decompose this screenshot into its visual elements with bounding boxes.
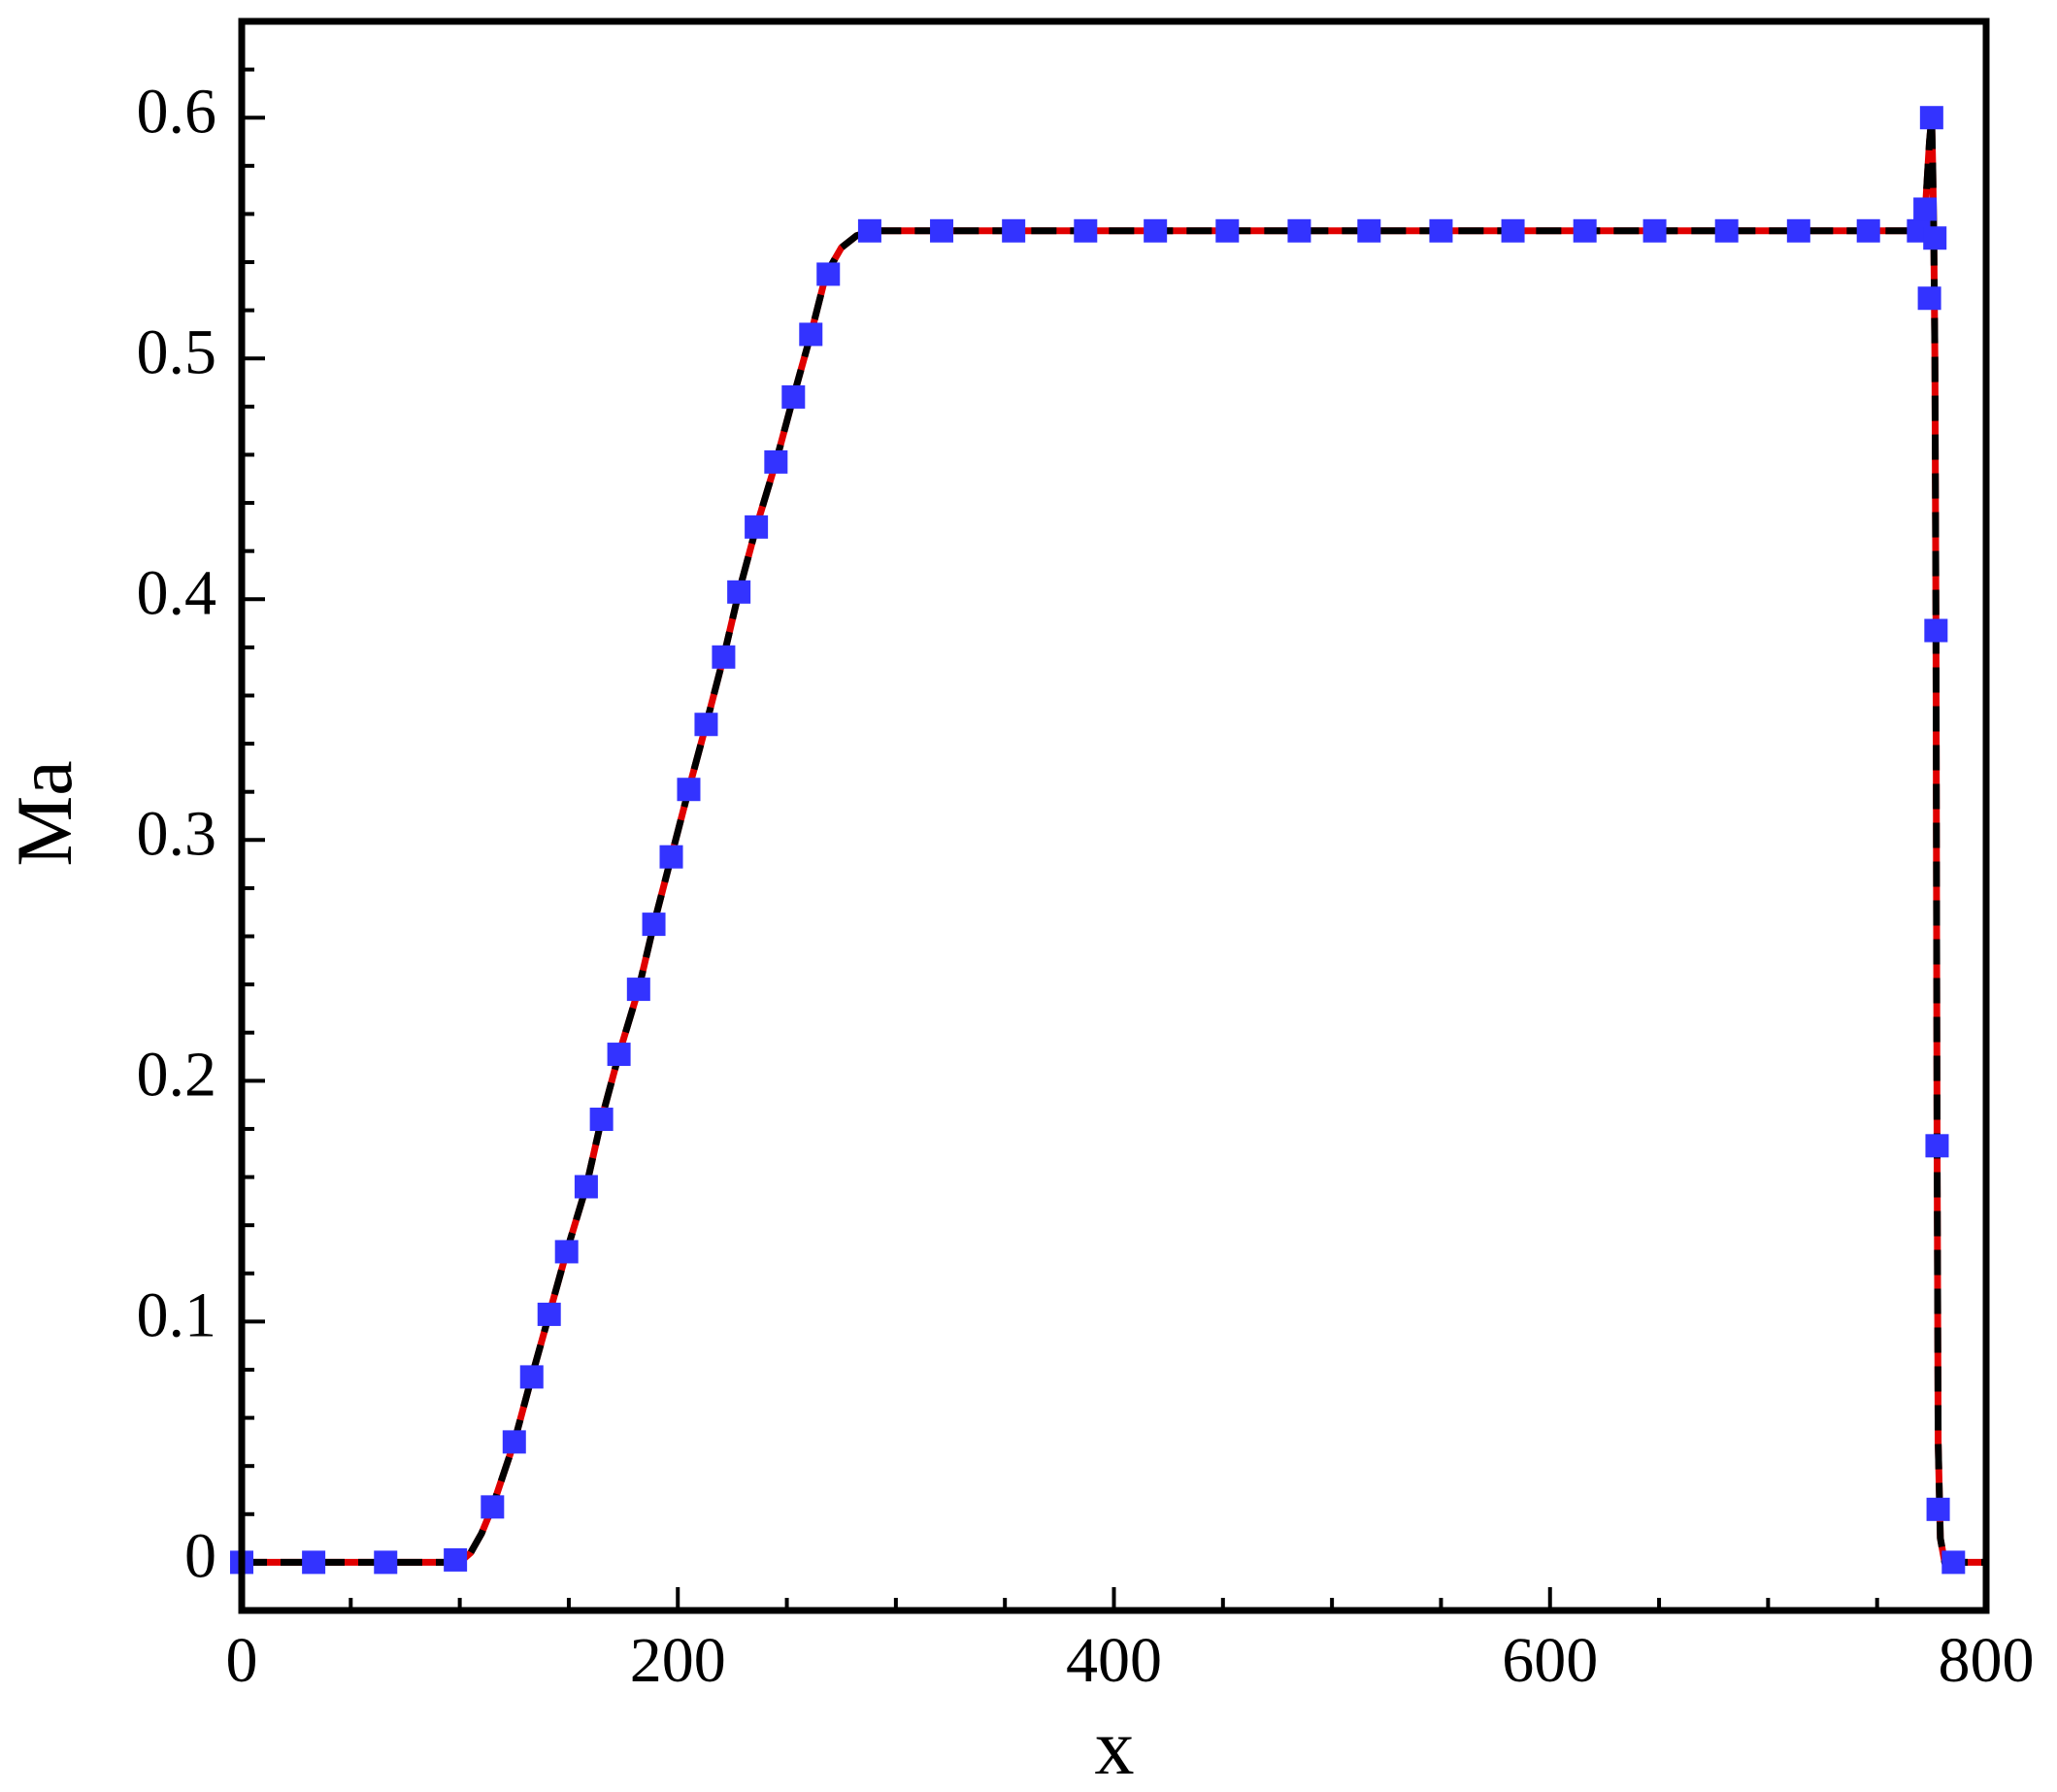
y-axis-title: Ma [0, 760, 88, 866]
marker [502, 1430, 526, 1454]
marker [1925, 1134, 1949, 1158]
marker [302, 1550, 326, 1575]
y-tick-label: 0.2 [137, 1039, 217, 1110]
marker [677, 778, 701, 802]
marker [1941, 1550, 1966, 1575]
marker [1786, 218, 1810, 243]
marker [1642, 218, 1667, 243]
y-tick-label: 0.4 [137, 557, 217, 628]
marker [764, 449, 788, 474]
marker [537, 1302, 561, 1326]
marker [930, 218, 954, 243]
marker [1215, 218, 1240, 243]
y-tick-label: 0 [184, 1521, 216, 1592]
marker [816, 262, 841, 286]
marker [1924, 618, 1948, 643]
marker [607, 1043, 631, 1067]
marker [1074, 218, 1098, 243]
marker [1002, 218, 1026, 243]
marker [1287, 218, 1311, 243]
x-tick-label: 0 [226, 1625, 258, 1696]
marker [574, 1175, 598, 1199]
marker [1919, 106, 1943, 130]
marker [642, 913, 666, 937]
marker [1429, 218, 1453, 243]
y-tick-label: 0.5 [137, 316, 217, 387]
marker [554, 1240, 579, 1264]
marker [727, 580, 751, 604]
marker [589, 1108, 614, 1132]
marker [444, 1547, 468, 1572]
marker [481, 1495, 505, 1519]
marker [857, 218, 881, 243]
marker [1926, 1497, 1950, 1521]
y-tick-label: 0.6 [137, 76, 217, 147]
marker [1144, 218, 1168, 243]
marker [1917, 286, 1941, 311]
series-line [242, 114, 1986, 1566]
marker [1923, 226, 1947, 250]
marker [694, 713, 718, 737]
series-line [242, 114, 1986, 1566]
y-tick-label: 0.3 [137, 798, 217, 869]
marker [1856, 218, 1880, 243]
y-tick-label: 0.1 [137, 1280, 217, 1351]
marker [1714, 218, 1739, 243]
marker [781, 384, 806, 409]
marker [374, 1550, 398, 1575]
marker [799, 322, 823, 347]
marker [1913, 197, 1938, 221]
marker [1357, 218, 1381, 243]
marker [712, 645, 736, 669]
x-axis-title: x [1095, 1703, 1135, 1791]
marker [659, 845, 683, 869]
x-tick-label: 400 [1066, 1625, 1162, 1696]
plot-frame [238, 17, 1990, 1614]
x-tick-label: 800 [1939, 1625, 2035, 1696]
marker [1573, 218, 1597, 243]
x-tick-label: 600 [1502, 1625, 1598, 1696]
marker [1501, 218, 1525, 243]
x-tick-label: 200 [630, 1625, 726, 1696]
marker [745, 514, 769, 539]
marker [519, 1365, 544, 1389]
marker [626, 978, 650, 1002]
